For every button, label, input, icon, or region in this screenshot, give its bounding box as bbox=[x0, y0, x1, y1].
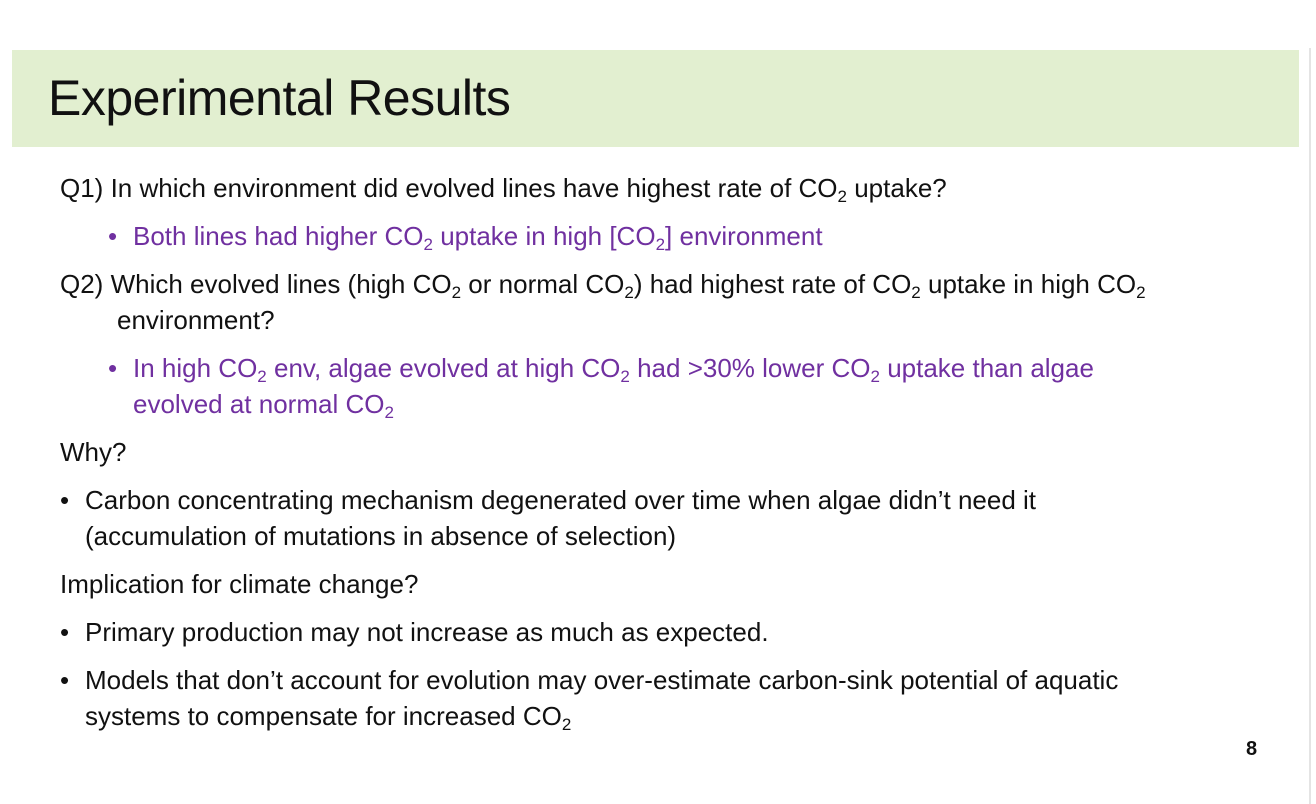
implication-bullet-2: • Models that don’t account for evolution… bbox=[60, 662, 1185, 734]
bullet-icon: • bbox=[60, 665, 70, 695]
implication-heading: Implication for climate change? bbox=[60, 569, 419, 599]
slide-body: Q1) In which environment did evolved lin… bbox=[60, 170, 1290, 734]
bullet-icon: • bbox=[108, 221, 118, 251]
answer-1: • Both lines had higher CO2 uptake in hig… bbox=[60, 218, 1290, 254]
why-bullet: • Carbon concentrating mechanism degenera… bbox=[60, 482, 1185, 554]
question-2: Q2) Which evolved lines (high CO2 or nor… bbox=[60, 269, 1146, 335]
page-number: 8 bbox=[1246, 738, 1258, 760]
implication-bullet-1: • Primary production may not increase as … bbox=[60, 614, 1290, 650]
slide-edge-line bbox=[1309, 48, 1311, 804]
bullet-icon: • bbox=[60, 485, 70, 515]
why-heading: Why? bbox=[60, 437, 127, 467]
question-1: Q1) In which environment did evolved lin… bbox=[60, 173, 947, 206]
bullet-icon: • bbox=[60, 617, 70, 647]
bullet-icon: • bbox=[108, 353, 118, 383]
title-band: Experimental Results bbox=[12, 50, 1299, 147]
answer-2: • In high CO2 env, algae evolved at high … bbox=[60, 350, 1185, 422]
slide-title: Experimental Results bbox=[48, 70, 511, 126]
